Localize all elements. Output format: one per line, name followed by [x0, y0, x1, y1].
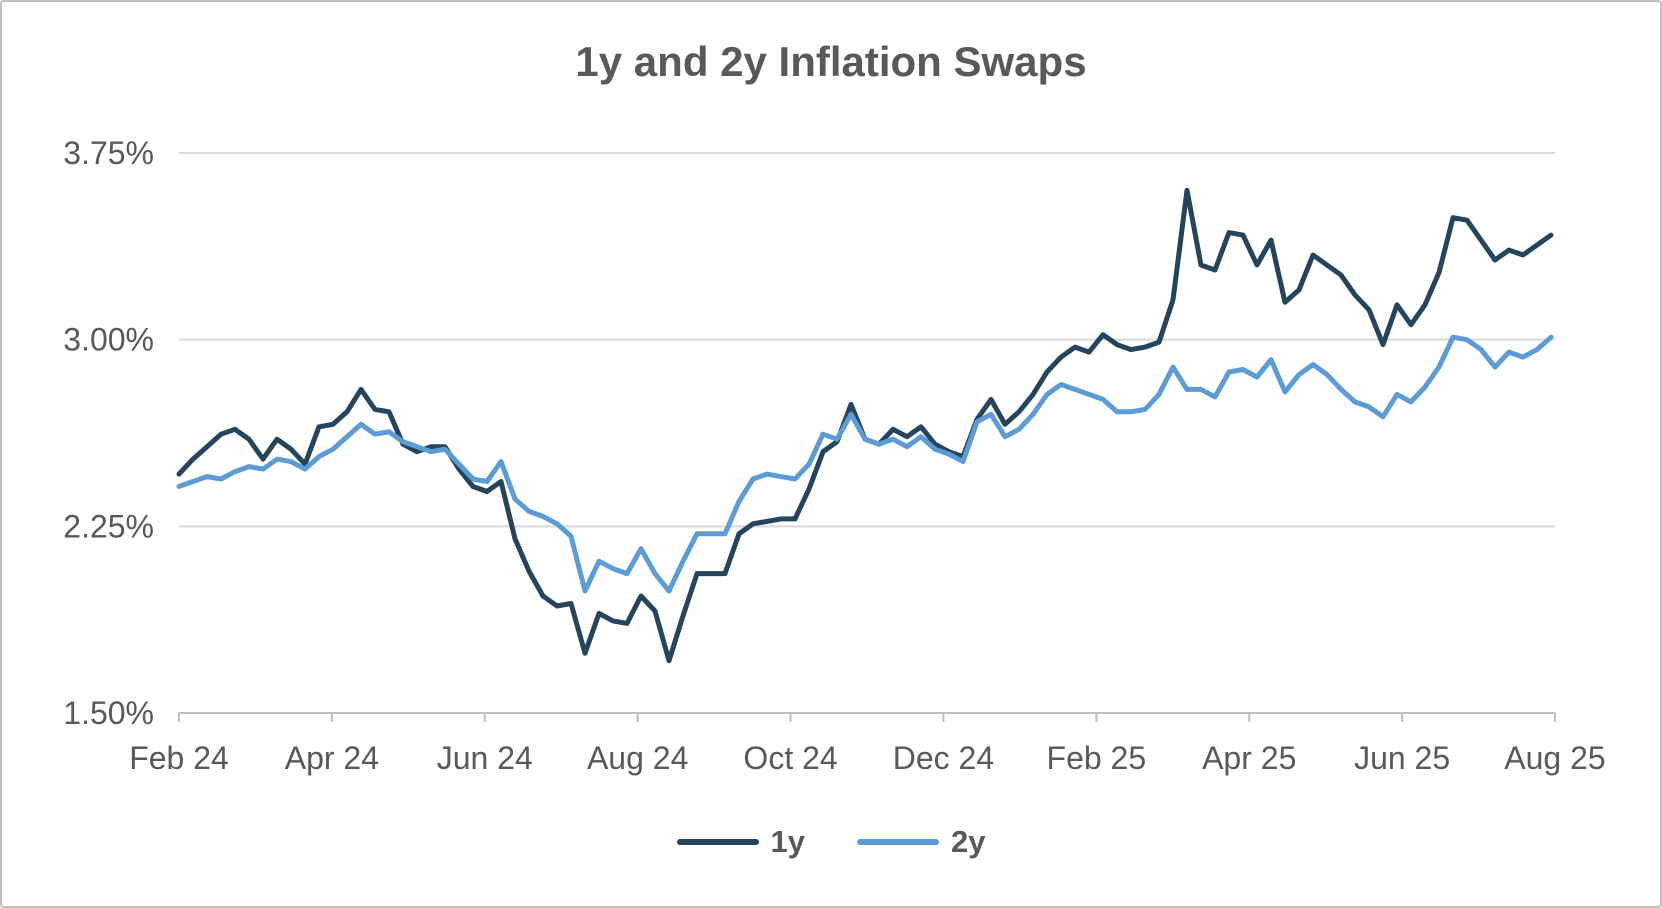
x-tick-label: Oct 24	[743, 740, 837, 776]
y-tick-label: 3.00%	[63, 322, 154, 358]
x-tick-label: Dec 24	[893, 740, 994, 776]
series-line-1y	[176, 187, 1554, 664]
chart-legend: 1y 2y	[2, 824, 1660, 860]
series-line-2y	[176, 334, 1554, 594]
x-tick-label: Aug 24	[587, 740, 688, 776]
x-tick-label: Feb 24	[129, 740, 229, 776]
x-tick-label: Aug 25	[1504, 740, 1605, 776]
x-tick-label: Apr 25	[1202, 740, 1296, 776]
legend-label-2y: 2y	[951, 824, 986, 859]
legend-label-1y: 1y	[770, 824, 805, 859]
y-tick-label: 3.75%	[63, 135, 154, 171]
x-tick-label: Jun 25	[1354, 740, 1450, 776]
legend-swatch-2y	[857, 839, 939, 845]
legend-swatch-1y	[676, 839, 759, 845]
x-tick-label: Feb 25	[1047, 740, 1147, 776]
legend-item-2y: 2y	[857, 824, 985, 860]
x-tick-label: Jun 24	[437, 740, 533, 776]
y-tick-label: 1.50%	[63, 695, 154, 731]
x-tick-label: Apr 24	[285, 740, 379, 776]
y-tick-label: 2.25%	[63, 508, 154, 544]
legend-item-1y: 1y	[676, 824, 805, 860]
line-chart: 1.50% 2.25% 3.00% 3.75% Feb 24 Apr 24 Jun 24 Au…	[63, 135, 1605, 776]
chart-title: 1y and 2y Inflation Swaps	[575, 38, 1087, 85]
